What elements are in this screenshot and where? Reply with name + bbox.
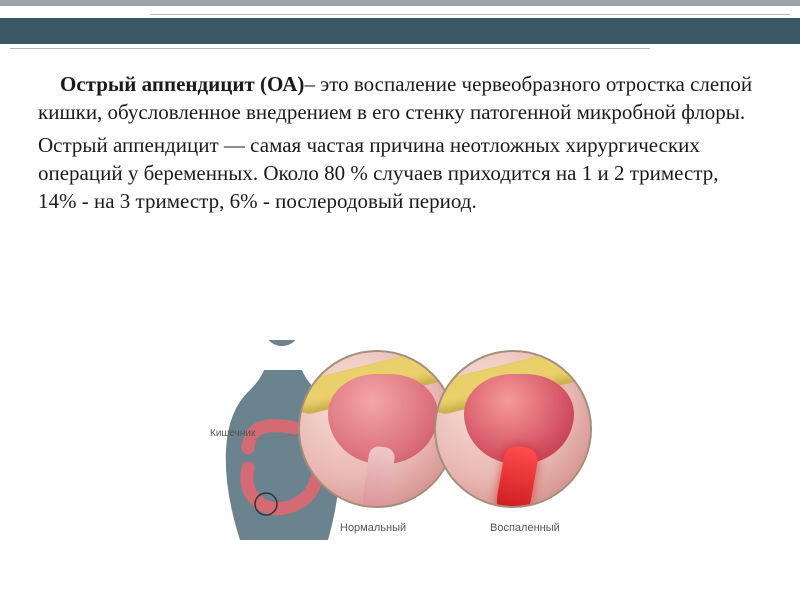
- paragraph-2: Острый аппендицит — самая частая причина…: [38, 131, 762, 216]
- top-accent-bar: [0, 0, 800, 6]
- caption-normal: Нормальный: [340, 522, 406, 534]
- caption-inflamed: Воспаленный: [490, 522, 560, 534]
- appendix-figure: Кишечник Нормальный Воспаленный: [210, 340, 590, 550]
- caption-intestine: Кишечник: [210, 428, 255, 439]
- term-bold: Острый аппендицит (ОА): [60, 72, 304, 96]
- callout-inflamed: [434, 350, 592, 508]
- header-rule-top: [150, 14, 790, 15]
- header-bar: [0, 18, 800, 44]
- slide-content: Острый аппендицит (ОА)– это воспаление ч…: [38, 70, 762, 220]
- callout-normal: [298, 350, 456, 508]
- header-rule-bottom: [10, 48, 650, 49]
- paragraph-1: Острый аппендицит (ОА)– это воспаление ч…: [38, 70, 762, 127]
